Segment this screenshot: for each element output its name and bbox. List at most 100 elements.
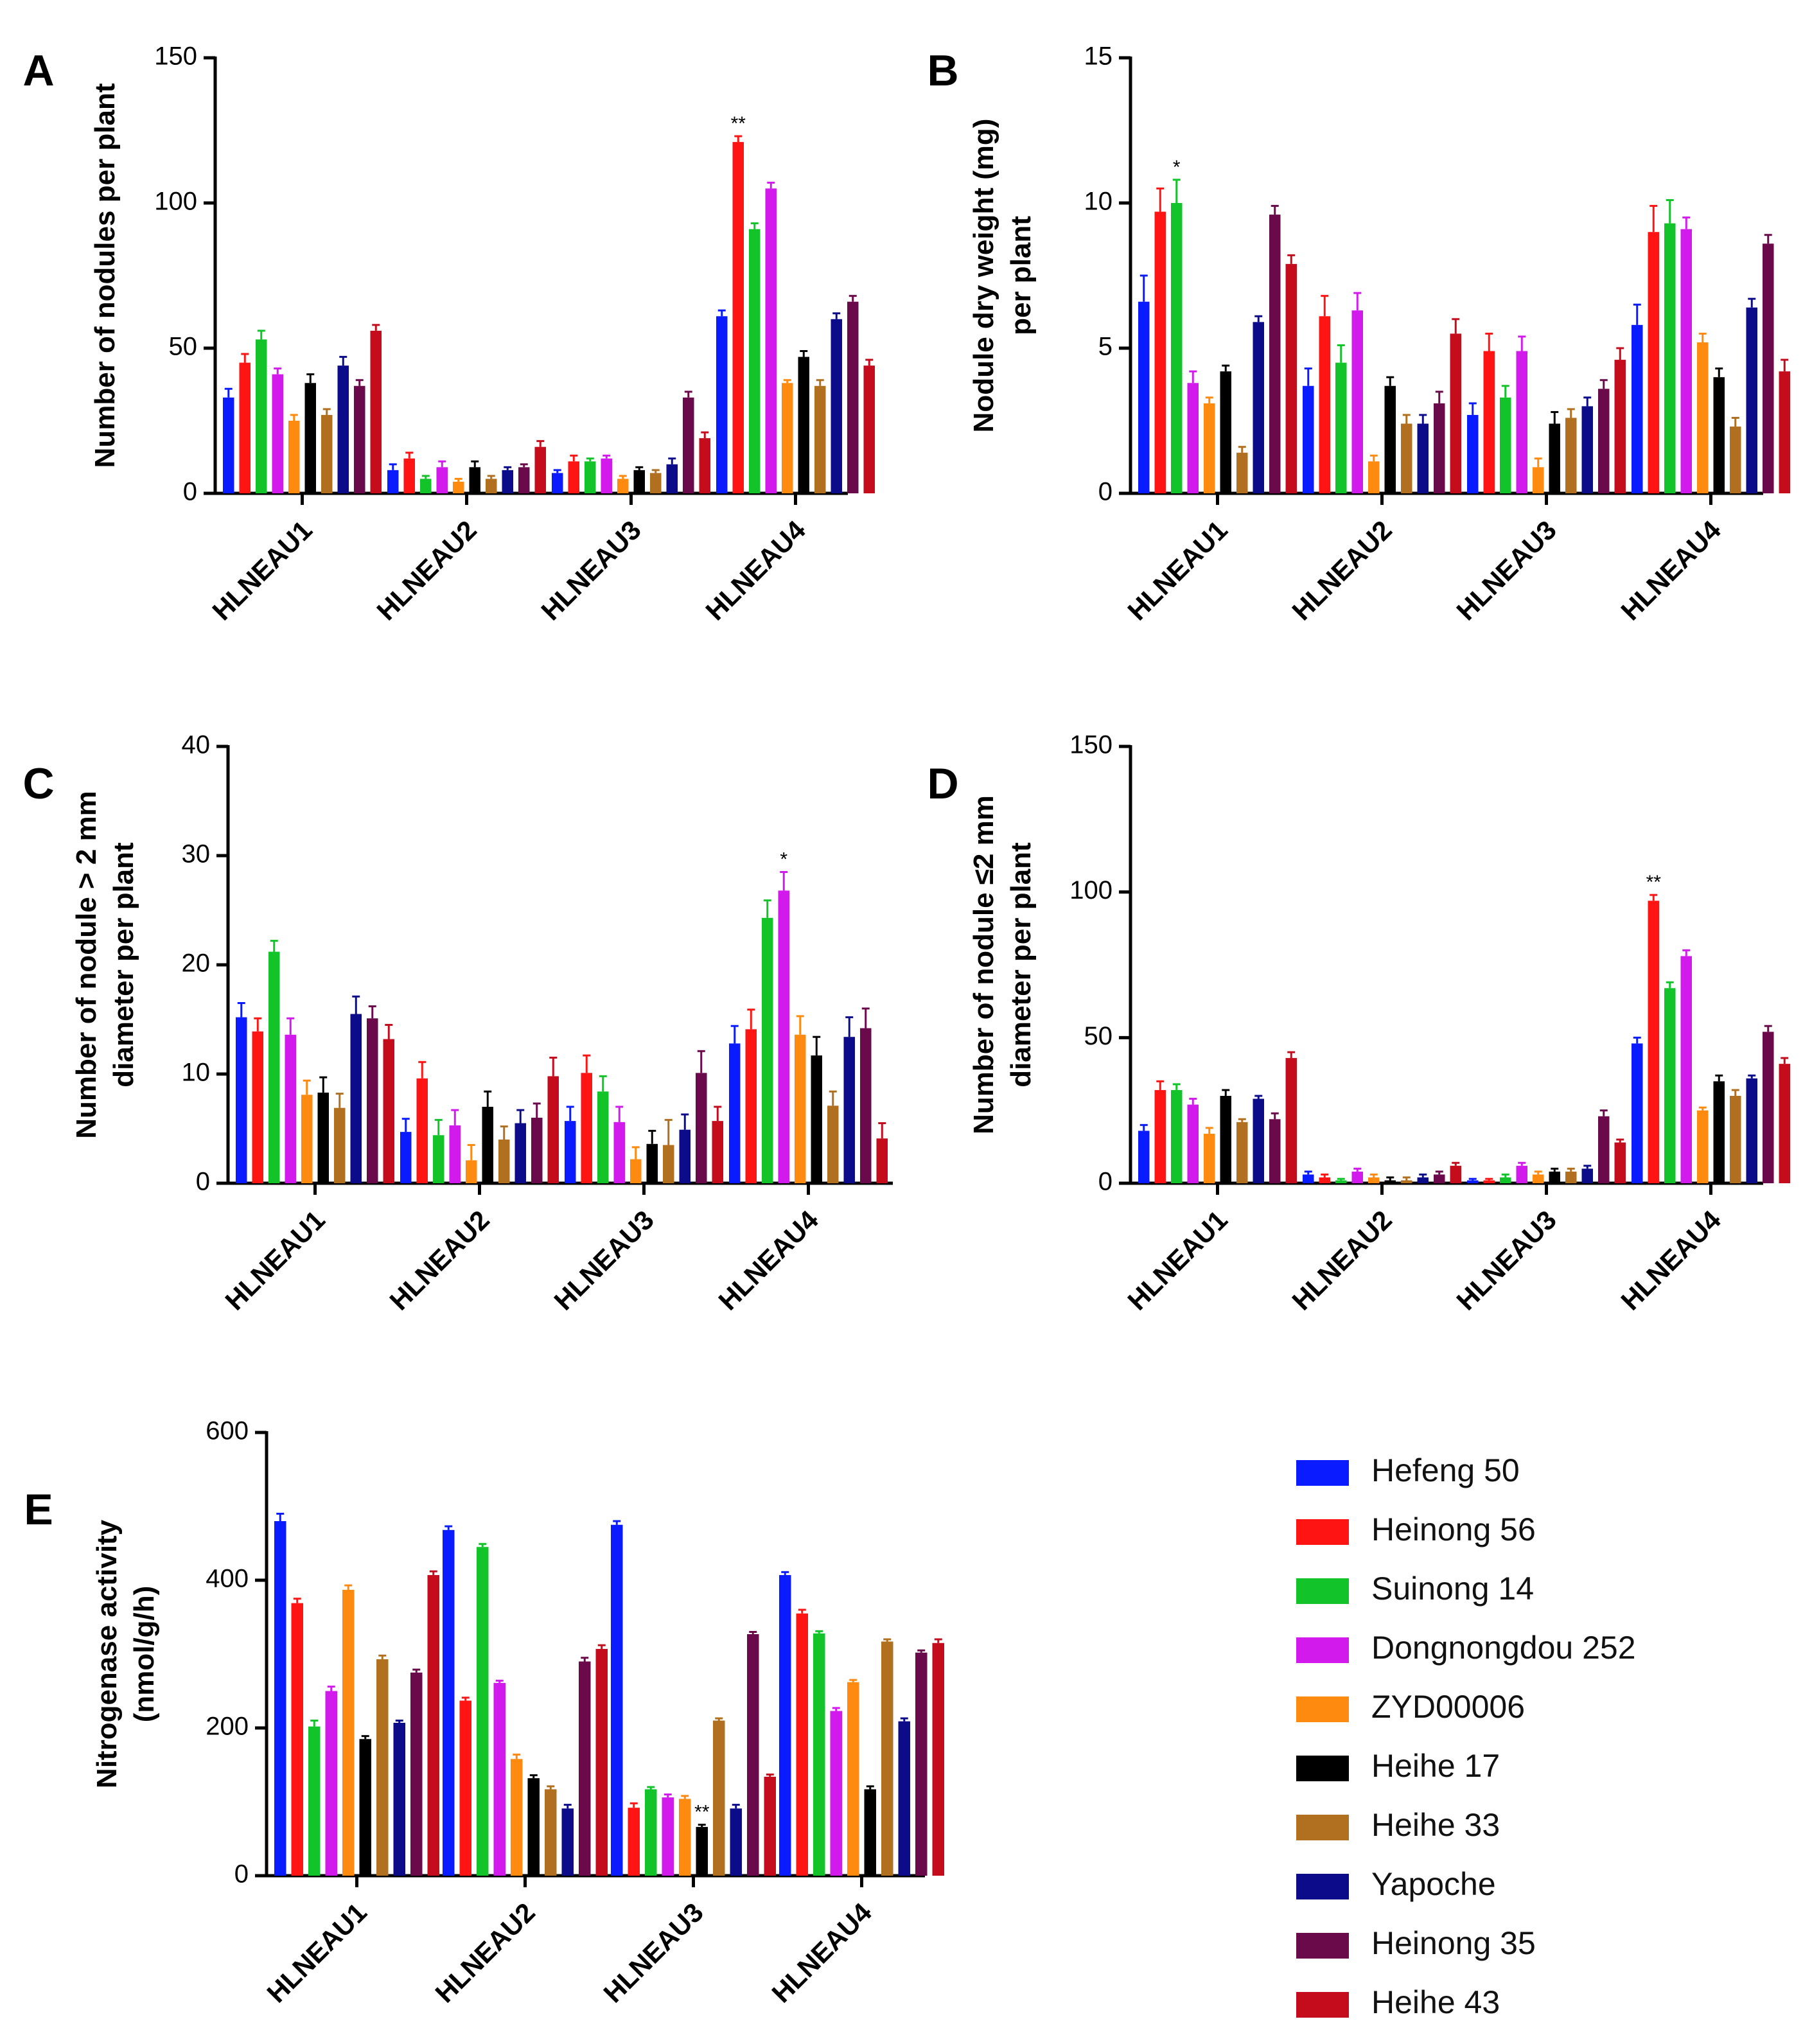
bar-heihe-17: [1714, 377, 1725, 493]
bar-dongnongdou-252: [1517, 351, 1528, 493]
bar-heihe-17: [470, 467, 481, 493]
x-tick-label: HLNEAU3: [597, 1897, 708, 2008]
bar-heinong-56: [1155, 1090, 1166, 1183]
x-tick-label: HLNEAU1: [206, 515, 317, 626]
x-tick-label: HLNEAU2: [429, 1897, 540, 2008]
bar-yapoche: [1418, 1177, 1429, 1183]
bar-heinong-35: [915, 1653, 928, 1876]
bar-dongnongdou-252: [1681, 229, 1693, 493]
bar-yapoche: [1746, 308, 1758, 493]
legend-swatch: [1296, 1460, 1349, 1486]
bar-heinong-35: [579, 1662, 591, 1876]
bar-dongnongdou-252: [437, 467, 448, 493]
bar-heihe-33: [1565, 418, 1577, 493]
panel-e: E Nitrogenase activity (nmol/g/h) 0 200 400 60…: [24, 1417, 944, 2009]
bar-yapoche: [730, 1808, 743, 1876]
bar-hefeng-50: [1303, 1174, 1314, 1183]
y-tick-label: 150: [154, 42, 197, 71]
bar-dongnongdou-252: [601, 459, 613, 493]
y-tick-label: 50: [1084, 1022, 1113, 1050]
bar-heinong-56: [404, 459, 416, 493]
bar-yapoche: [680, 1130, 691, 1183]
bar-heihe-33: [713, 1721, 725, 1876]
bar-heinong-56: [581, 1073, 593, 1183]
legend-label: Suinong 14: [1371, 1571, 1534, 1607]
bar-suinong-14: [1664, 224, 1676, 493]
bar-heihe-33: [545, 1789, 557, 1876]
bar-zyd00006: [1533, 1174, 1544, 1183]
bar-suinong-14: [1171, 203, 1183, 493]
bar-zyd00006: [1697, 1111, 1709, 1183]
bar-zyd00006: [466, 1160, 477, 1183]
bar-heihe-43: [864, 366, 875, 493]
legend-swatch: [1296, 1933, 1349, 1959]
bar-heihe-17: [798, 357, 810, 493]
panel-a: A Number of nodules per plant 0 50 100 150 HLN…: [22, 42, 875, 626]
bar-zyd00006: [1204, 1134, 1215, 1183]
bar-hefeng-50: [400, 1132, 412, 1183]
bar-heihe-43: [596, 1649, 608, 1876]
bar-heihe-33: [1236, 1122, 1248, 1183]
y-tick-label: 0: [196, 1168, 210, 1196]
bar-suinong-14: [256, 339, 267, 493]
bar-dongnongdou-252: [494, 1683, 506, 1876]
bar-heinong-35: [1598, 389, 1610, 493]
bar-yapoche: [515, 1123, 527, 1184]
bar-heihe-33: [663, 1145, 674, 1184]
bar-yapoche: [1253, 322, 1265, 493]
significance-mark: **: [1646, 872, 1662, 893]
legend-label: ZYD00006: [1371, 1689, 1525, 1725]
y-axis-label: Number of nodule > 2 mm: [71, 791, 102, 1139]
bar-heihe-33: [1401, 1180, 1412, 1183]
x-tick-label: HLNEAU4: [712, 1204, 824, 1316]
bar-yapoche: [667, 464, 678, 493]
bar-dongnongdou-252: [1517, 1166, 1528, 1183]
bar-heihe-17: [318, 1093, 330, 1183]
bar-heihe-43: [1286, 264, 1297, 493]
bar-heihe-17: [1549, 424, 1561, 493]
bar-suinong-14: [268, 952, 280, 1183]
bar-suinong-14: [433, 1135, 444, 1183]
bar-hefeng-50: [443, 1530, 455, 1876]
bar-yapoche: [1582, 1168, 1594, 1183]
x-tick-label: HLNEAU3: [1450, 515, 1561, 626]
bar-heinong-35: [518, 467, 530, 493]
panel-label: B: [927, 46, 958, 95]
panel-label: A: [22, 46, 54, 95]
bar-zyd00006: [1368, 461, 1380, 493]
significance-mark: *: [1173, 157, 1181, 178]
bar-dongnongdou-252: [1352, 310, 1364, 493]
bar-zyd00006: [630, 1159, 642, 1183]
bar-zyd00006: [782, 383, 793, 493]
bar-hefeng-50: [1138, 1131, 1150, 1183]
x-tick-label: HLNEAU4: [1615, 515, 1727, 626]
significance-mark: **: [731, 113, 746, 134]
bar-heihe-43: [933, 1643, 945, 1876]
bar-zyd00006: [617, 479, 629, 493]
bar-hefeng-50: [1467, 1180, 1479, 1183]
bar-heinong-35: [354, 386, 365, 493]
legend-swatch: [1296, 1578, 1349, 1604]
bar-heihe-17: [647, 1144, 658, 1183]
bar-heinong-35: [696, 1073, 707, 1183]
y-tick-label: 0: [183, 478, 197, 506]
bar-heihe-17: [865, 1789, 877, 1876]
bar-suinong-14: [420, 479, 432, 493]
bar-heinong-35: [747, 1634, 759, 1876]
y-axis-label: diameter per plant: [108, 842, 139, 1088]
x-tick-label: HLNEAU3: [535, 515, 646, 626]
bar-hefeng-50: [274, 1521, 286, 1876]
bar-zyd00006: [679, 1799, 691, 1876]
bar-hefeng-50: [236, 1018, 247, 1183]
y-tick-label: 50: [169, 333, 198, 361]
bar-heihe-33: [486, 479, 497, 493]
bar-suinong-14: [585, 461, 596, 493]
bar-heihe-43: [877, 1138, 888, 1183]
panel-c: C Number of nodule > 2 mm diameter per pla…: [22, 731, 893, 1316]
legend-label: Hefeng 50: [1371, 1452, 1520, 1488]
bar-heinong-35: [1269, 215, 1281, 493]
y-tick-label: 40: [182, 731, 211, 759]
bar-heinong-56: [1319, 1177, 1331, 1183]
legend-swatch: [1296, 1756, 1349, 1781]
bar-heihe-33: [498, 1140, 510, 1183]
